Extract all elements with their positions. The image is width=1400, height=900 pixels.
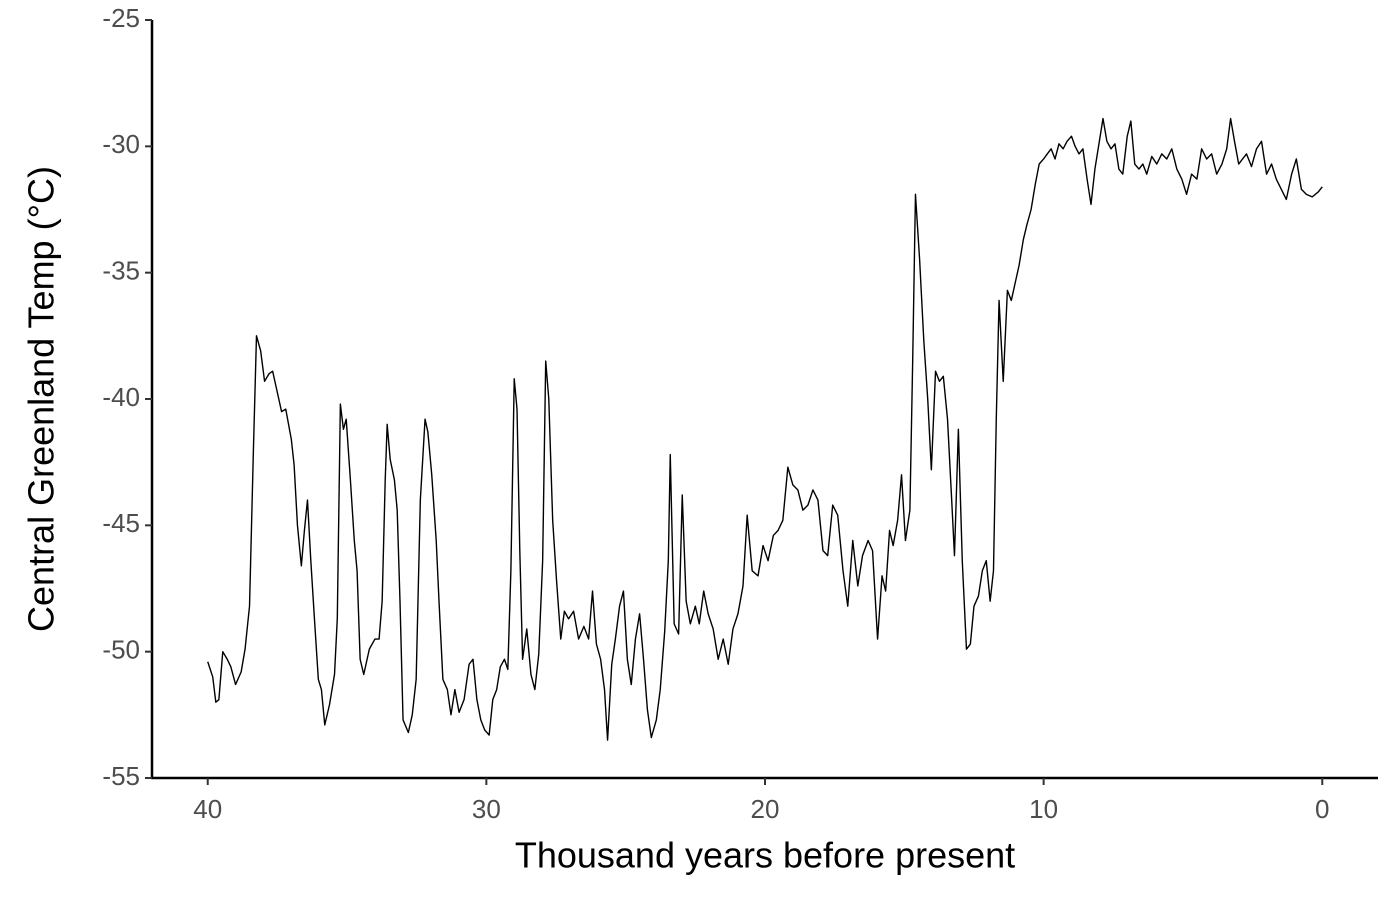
x-axis-title: Thousand years before present xyxy=(515,835,1015,876)
x-tick-label: 40 xyxy=(193,794,222,824)
y-tick-label: -25 xyxy=(102,3,140,33)
x-tick-label: 20 xyxy=(751,794,780,824)
temperature-line xyxy=(207,117,1323,741)
x-tick-label: 10 xyxy=(1029,794,1058,824)
y-tick-label: -35 xyxy=(102,256,140,286)
x-tick-label: 30 xyxy=(472,794,501,824)
y-tick-label: -50 xyxy=(102,635,140,665)
y-tick-label: -40 xyxy=(102,382,140,412)
y-tick-label: -45 xyxy=(102,508,140,538)
y-axis-title: Central Greenland Temp (°C) xyxy=(21,166,62,632)
y-tick-label: -55 xyxy=(102,761,140,791)
y-tick-label: -30 xyxy=(102,129,140,159)
x-tick-label: 0 xyxy=(1315,794,1329,824)
